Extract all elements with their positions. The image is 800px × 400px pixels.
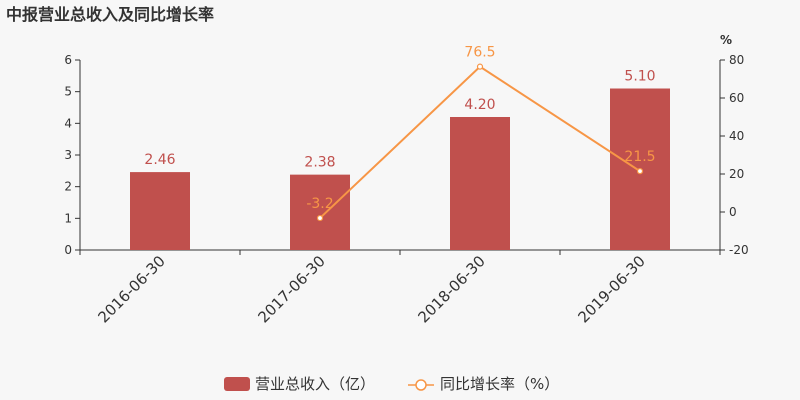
- revenue-bar-label: 2.46: [144, 152, 175, 168]
- left-axis-tick-label: 1: [64, 211, 72, 225]
- right-axis-tick-label: -20: [729, 243, 749, 257]
- left-axis-tick-label: 6: [64, 53, 72, 67]
- revenue-bar: [290, 174, 350, 250]
- right-axis-tick-label: 80: [729, 53, 744, 67]
- revenue-bar-label: 4.20: [464, 97, 495, 113]
- growth-rate-point: [636, 168, 644, 175]
- revenue-bar: [450, 117, 510, 250]
- x-axis-tick-label: 2018-06-30: [414, 252, 488, 326]
- growth-rate-point: [476, 63, 484, 70]
- growth-rate-label: 21.5: [624, 149, 655, 165]
- revenue-bar: [130, 172, 190, 250]
- x-axis-tick-label: 2019-06-30: [574, 252, 648, 326]
- x-axis-tick-label: 2017-06-30: [254, 252, 328, 326]
- revenue-bar-label: 5.10: [624, 69, 655, 85]
- chart-title: 中报营业总收入及同比增长率: [6, 5, 214, 24]
- growth-rate-label: -3.2: [306, 196, 333, 212]
- left-axis-tick-label: 2: [64, 180, 72, 194]
- right-axis-tick-label: 0: [729, 205, 737, 219]
- legend-growth-label: 同比增长率（%）: [440, 375, 559, 393]
- growth-rate-label: 76.5: [464, 45, 495, 61]
- growth-rate-point: [316, 214, 324, 222]
- right-axis-unit: %: [720, 33, 732, 47]
- right-axis-tick-label: 20: [729, 167, 744, 181]
- right-axis-tick-label: 40: [729, 129, 744, 143]
- left-axis-tick-label: 0: [64, 243, 72, 257]
- right-axis-tick-label: 60: [729, 91, 744, 105]
- legend-revenue-label: 营业总收入（亿）: [255, 375, 375, 393]
- legend-revenue-swatch: [224, 377, 250, 391]
- x-axis-tick-label: 2016-06-30: [94, 252, 168, 326]
- left-axis-tick-label: 5: [64, 85, 72, 99]
- left-axis-tick-label: 4: [64, 116, 72, 130]
- legend-growth-marker: [415, 379, 427, 391]
- revenue-bar-label: 2.38: [304, 155, 335, 171]
- left-axis-tick-label: 3: [64, 148, 72, 162]
